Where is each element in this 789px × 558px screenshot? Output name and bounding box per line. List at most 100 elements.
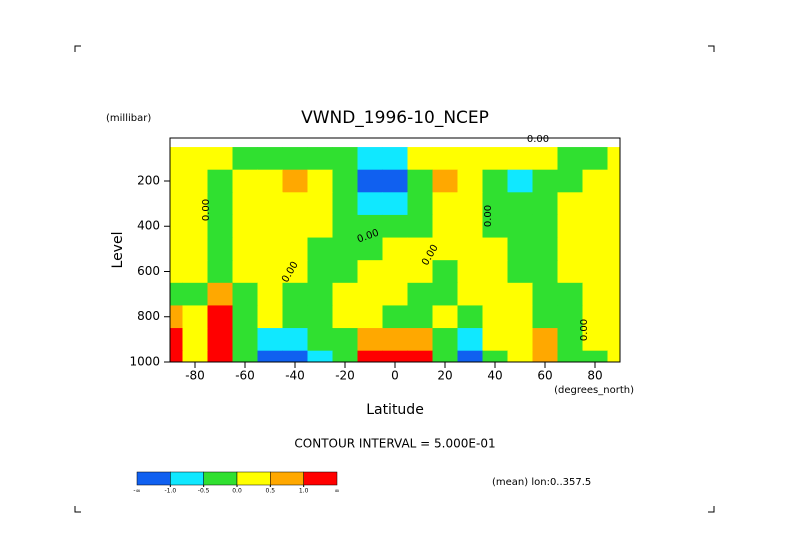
field-cell: [282, 350, 308, 362]
field-cell: [407, 192, 433, 216]
field-cell: [582, 305, 608, 329]
field-cell: [532, 192, 558, 216]
colorbar-label: -∞: [133, 488, 140, 495]
field-cell: [432, 237, 458, 261]
field-cell: [307, 214, 333, 239]
colorbar-swatch: [270, 471, 304, 486]
contour-label: 0.00: [579, 319, 590, 341]
field-cell: [257, 260, 283, 284]
field-cell: [357, 260, 383, 284]
colorbar-label: -0.5: [198, 488, 210, 495]
field-cell: [232, 328, 258, 352]
field-cell: [482, 282, 508, 306]
colorbar-swatch: [236, 471, 271, 486]
field-cell: [307, 350, 333, 362]
colorbar-swatch: [303, 471, 338, 486]
field-cell: [282, 147, 308, 171]
field-cell: [332, 350, 358, 362]
x-tick-label: 80: [587, 369, 602, 383]
field-cell: [457, 147, 483, 171]
field-cell: [582, 260, 608, 284]
field-cell: [457, 169, 483, 193]
field-cell: [282, 282, 308, 306]
field-cell: [357, 214, 383, 239]
note: (mean) lon:0..357.5: [492, 477, 591, 488]
field-cell: [482, 147, 508, 171]
field-cell: [170, 282, 183, 306]
field-cell: [557, 169, 583, 193]
field-cell: [557, 147, 583, 171]
field-cell: [170, 260, 183, 284]
field-cell: [307, 237, 333, 261]
colorbar-swatch: [203, 471, 238, 486]
field-cell: [507, 260, 533, 284]
colorbar-swatch: [136, 471, 171, 486]
field-cell: [382, 214, 408, 239]
field-cell: [382, 147, 408, 171]
field-cell: [257, 169, 283, 193]
field-cell: [282, 237, 308, 261]
field-cell: [332, 305, 358, 329]
field-cell: [282, 214, 308, 239]
field-cell: [357, 192, 383, 216]
field-cell: [332, 282, 358, 306]
field-cell: [607, 192, 620, 216]
field-cell: [582, 237, 608, 261]
field-cell: [482, 192, 508, 216]
field-cell: [382, 350, 408, 362]
field-cell: [532, 260, 558, 284]
field-cell: [507, 214, 533, 239]
field-cell: [307, 328, 333, 352]
field-cell: [557, 214, 583, 239]
field-cell: [532, 350, 558, 362]
x-tick-label: 20: [437, 369, 452, 383]
field-cell: [607, 260, 620, 284]
field-cell: [382, 282, 408, 306]
field-cell: [207, 282, 233, 306]
field-cell: [232, 169, 258, 193]
field-cell: [182, 237, 208, 261]
x-tick-label: -60: [235, 369, 255, 383]
field-cell: [232, 214, 258, 239]
field-cell: [507, 350, 533, 362]
field-cell: [332, 237, 358, 261]
field-cell: [582, 169, 608, 193]
colorbar-label: 1.0: [299, 488, 309, 495]
field-cell: [282, 260, 308, 284]
field-cell: [382, 305, 408, 329]
field-cell: [582, 214, 608, 239]
field-cell: [432, 282, 458, 306]
field-cell: [257, 214, 283, 239]
field-cell: [407, 237, 433, 261]
field-cell: [607, 350, 620, 362]
field-cell: [532, 169, 558, 193]
field-cell: [407, 214, 433, 239]
field-cell: [432, 305, 458, 329]
x-tick-label: -20: [335, 369, 355, 383]
field-cell: [407, 169, 433, 193]
field-cell: [407, 350, 433, 362]
field-cell: [207, 147, 233, 171]
field-cell: [332, 147, 358, 171]
colorbar-label: -1.0: [164, 488, 176, 495]
field-cell: [507, 282, 533, 306]
field-cell: [232, 282, 258, 306]
corner-marks: [74, 45, 715, 513]
field-cell: [257, 328, 283, 352]
field-cell: [532, 305, 558, 329]
field-cell: [432, 147, 458, 171]
field-cell: [182, 192, 208, 216]
field-cell: [607, 305, 620, 329]
contour-label: 0.00: [527, 134, 549, 145]
field-cell: [170, 169, 183, 193]
x-units: (degrees_north): [554, 385, 634, 396]
field-cell: [357, 237, 383, 261]
field-cell: [207, 214, 233, 239]
field-cell: [507, 169, 533, 193]
x-tick-label: -80: [185, 369, 205, 383]
field-cell: [382, 192, 408, 216]
field-cell: [332, 328, 358, 352]
y-tick-label: 200: [137, 173, 160, 187]
field-cell: [170, 328, 183, 352]
field-cell: [307, 192, 333, 216]
